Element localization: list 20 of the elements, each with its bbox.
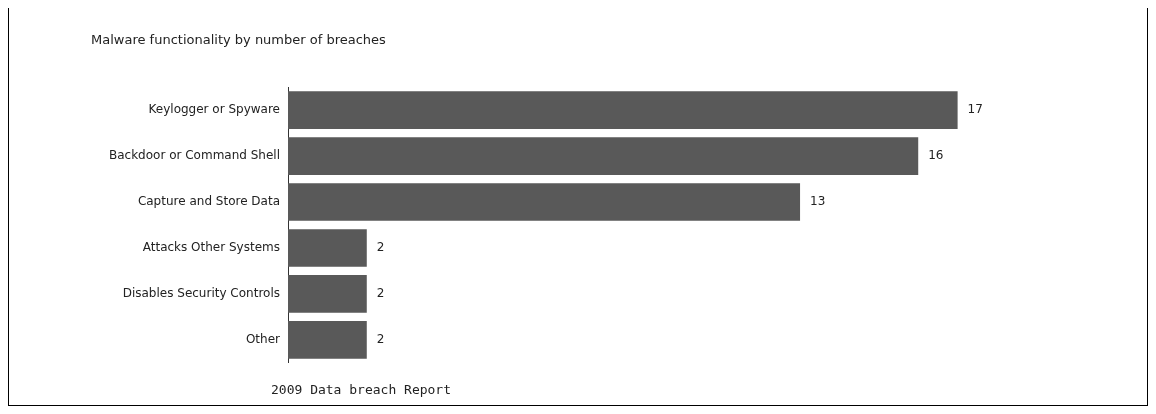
y-tick-label: Keylogger or Spyware [148, 102, 280, 117]
chart-title: Malware functionality by number of breaches [91, 32, 386, 47]
data-label: 2 [376, 331, 385, 346]
data-label: 17 [967, 102, 983, 117]
bar [288, 91, 958, 129]
y-tick-label: Attacks Other Systems [142, 240, 280, 255]
bar [288, 229, 367, 267]
y-tick-label: Other [245, 331, 281, 346]
data-label: 2 [376, 286, 385, 301]
bar [288, 183, 801, 221]
bar [288, 321, 367, 359]
text: 2009 Data breach Report [271, 382, 452, 397]
bar [288, 137, 919, 175]
data-label: 16 [928, 148, 944, 163]
data-label: 13 [810, 194, 826, 209]
y-tick-label: Capture and Store Data [137, 194, 280, 209]
y-tick-label: Disables Security Controls [122, 286, 280, 301]
bar [288, 275, 367, 313]
y-tick-label: Backdoor or Command Shell [108, 148, 280, 163]
data-label: 2 [376, 240, 385, 255]
